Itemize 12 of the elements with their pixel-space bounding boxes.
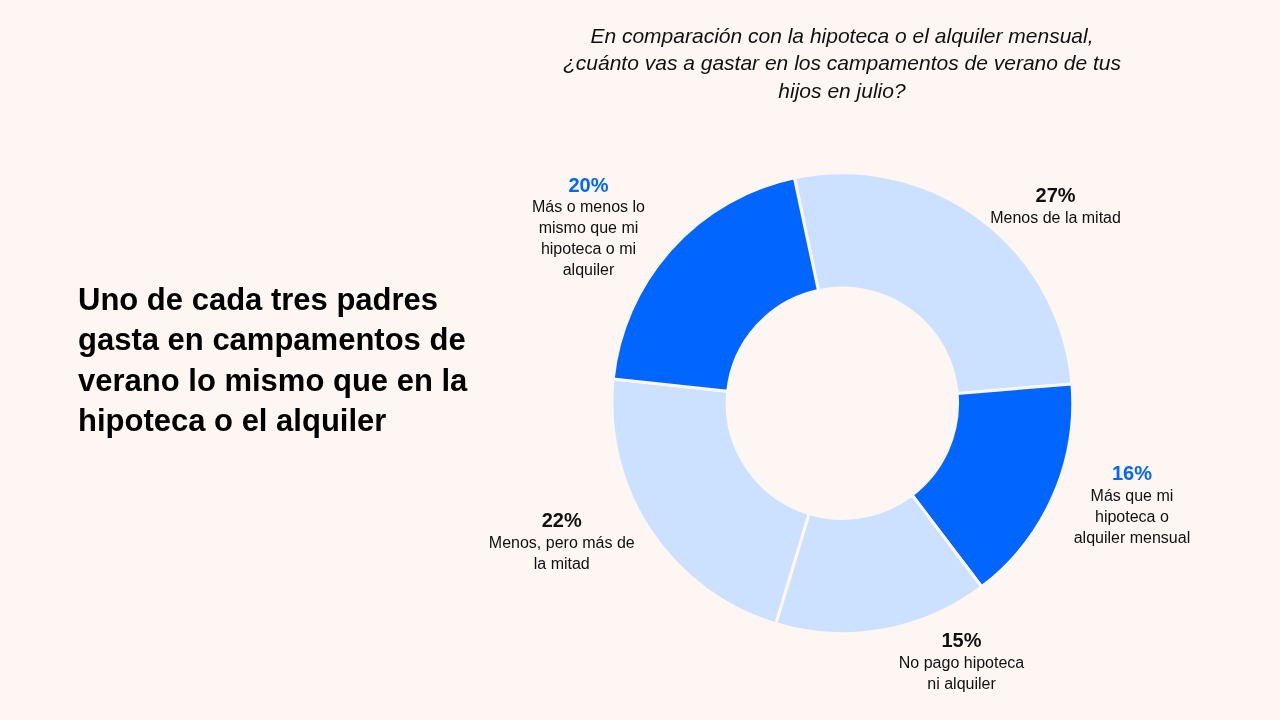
slice-label: No pago hipoteca ni alquiler bbox=[898, 653, 1025, 692]
slice-label: Menos de la mitad bbox=[990, 208, 1121, 226]
slice-label: Más o menos lo mismo que mi hipoteca o mi alquiler bbox=[532, 198, 646, 278]
text: Uno de cada tres padres gasta en campamentos de verano lo mismo que en la hipoteca o el alquiler bbox=[78, 282, 469, 438]
slice-label: Menos, pero más de la mitad bbox=[488, 533, 635, 572]
data-label: 27% bbox=[1035, 183, 1076, 206]
data-label: 22% bbox=[541, 508, 582, 531]
data-label: 15% bbox=[941, 628, 982, 651]
data-label: 16% bbox=[1111, 462, 1153, 485]
slice-label: Más que mi hipoteca o alquiler mensual bbox=[1073, 486, 1191, 546]
data-label: 20% bbox=[568, 173, 609, 196]
chart-subtitle: En comparación con la hipoteca o el alquiler mensual, ¿cuánto vas a gastar en los campamentos de verano de tus hijos en julio? bbox=[563, 24, 1122, 102]
